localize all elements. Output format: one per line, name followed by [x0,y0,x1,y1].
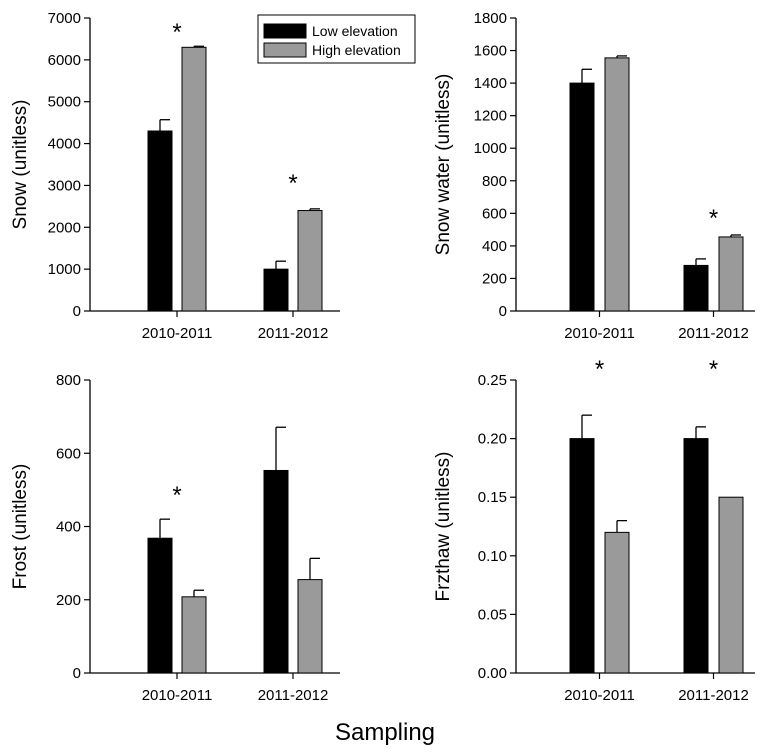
y-tick-label: 0.25 [478,372,507,389]
x-tick-label: 2010-2011 [564,325,635,342]
x-tick-label: 2011-2012 [258,325,329,342]
chart-panel-3: 0 200 400 600 800 Frost (unitless) 2010-2011 * 2… [10,372,340,704]
legend-label-high-elevation: High elevation [312,42,401,58]
x-tick-label: 2011-2012 [678,687,749,704]
legend-swatch-low-elevation [263,23,307,39]
figure-x-axis-title: Sampling [335,719,435,746]
y-tick-label: 200 [482,270,507,287]
y-tick-label: 1600 [474,43,507,60]
bar-high-2011-2012 [718,236,744,312]
significance-marker: * [709,356,718,383]
chart-panel-2: 0 200 400 600 800 1000 1200 1400 1600 1800 Snow wa… [433,10,755,342]
y-tick-label: 0 [499,303,507,320]
y-tick-label: 7000 [48,10,81,27]
bar-high-2010-2011 [604,57,630,312]
y-tick-label: 400 [56,519,81,536]
chart-panel-1: 0 1000 2000 3000 4000 5000 6000 7000 Snow (unitl… [10,10,340,342]
y-tick-label: 1200 [474,108,507,125]
legend: Low elevation High elevation [257,14,416,64]
y-tick-label: 600 [482,205,507,222]
bar-high-2010-2011 [181,46,207,312]
significance-marker: * [709,205,718,232]
significance-marker: * [172,482,181,509]
y-tick-label: 0.10 [478,548,507,565]
y-tick-label: 1800 [474,10,507,27]
y-axis-title: Frost (unitless) [10,464,31,590]
y-tick-label: 0 [73,303,81,320]
x-tick-label: 2010-2011 [564,687,635,704]
significance-marker: * [172,19,181,46]
y-axis-title: Snow (unitless) [10,100,31,230]
y-tick-label: 4000 [48,136,81,153]
bar-low-2011-2012 [683,264,709,312]
y-tick-label: 200 [56,592,81,609]
bar-high-2011-2012 [718,496,744,674]
significance-marker: * [288,170,297,197]
bar-high-2010-2011 [181,596,207,674]
x-tick-label: 2010-2011 [142,687,213,704]
y-tick-label: 1000 [48,261,81,278]
y-tick-label: 1000 [474,140,507,157]
y-tick-label: 0.00 [478,665,507,682]
legend-label-low-elevation: Low elevation [312,23,398,39]
bar-high-2010-2011 [604,531,630,674]
bar-low-2010-2011 [147,537,173,674]
x-tick-label: 2011-2012 [678,325,749,342]
y-tick-label: 400 [482,238,507,255]
y-tick-label: 0.05 [478,606,507,623]
bar-low-2010-2011 [569,438,595,674]
bar-low-2011-2012 [683,438,709,674]
legend-swatch-high-elevation [263,42,307,58]
x-tick-label: 2011-2012 [258,687,329,704]
y-axis-title: Frzthaw (unitless) [433,452,454,602]
y-tick-label: 1400 [474,75,507,92]
bar-high-2011-2012 [297,210,323,312]
bar-low-2011-2012 [263,469,289,674]
y-tick-label: 3000 [48,177,81,194]
y-tick-label: 0 [73,665,81,682]
y-tick-label: 0.20 [478,431,507,448]
x-tick-label: 2010-2011 [142,325,213,342]
chart-panel-4: 0.00 0.05 0.10 0.15 0.20 0.25 Frzthaw (unitles… [433,356,755,704]
bar-low-2010-2011 [147,130,173,312]
y-tick-label: 800 [482,173,507,190]
y-tick-label: 0.15 [478,489,507,506]
bar-low-2011-2012 [263,268,289,312]
y-tick-label: 800 [56,372,81,389]
y-axis-title: Snow water (unitless) [433,74,454,256]
significance-marker: * [595,356,604,383]
bar-high-2011-2012 [297,579,323,674]
y-tick-label: 5000 [48,94,81,111]
y-tick-label: 2000 [48,219,81,236]
bar-low-2010-2011 [569,82,595,312]
y-tick-label: 600 [56,445,81,462]
y-tick-label: 6000 [48,52,81,69]
